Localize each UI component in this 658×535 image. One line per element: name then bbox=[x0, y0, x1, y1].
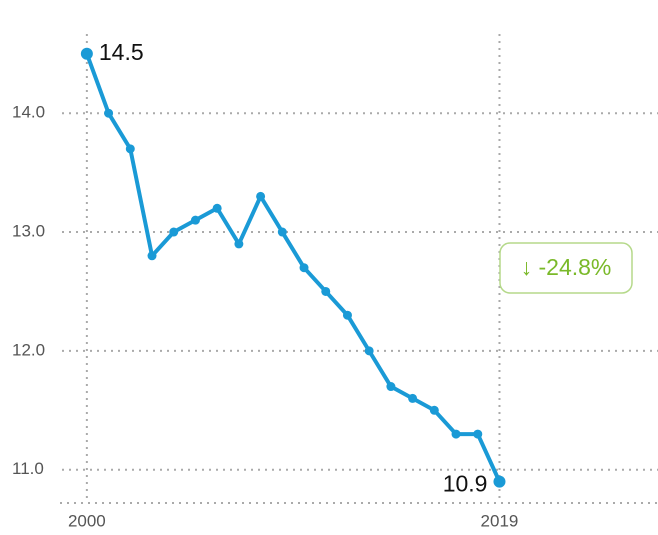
point bbox=[256, 191, 266, 201]
point bbox=[212, 203, 222, 213]
point bbox=[80, 47, 93, 60]
y-tick-label: 13.0 bbox=[12, 222, 45, 241]
point bbox=[408, 393, 418, 403]
y-tick-label: 11.0 bbox=[12, 459, 44, 478]
point bbox=[451, 429, 461, 439]
point bbox=[321, 286, 331, 296]
point bbox=[429, 405, 439, 415]
point bbox=[104, 108, 114, 118]
y-tick-label: 14.0 bbox=[12, 103, 45, 122]
point bbox=[386, 382, 396, 392]
point bbox=[493, 475, 506, 488]
annotation: ↓ -24.8% bbox=[521, 254, 612, 280]
data-label: 14.5 bbox=[99, 39, 144, 65]
line bbox=[84, 53, 502, 483]
point bbox=[342, 310, 352, 320]
data-label: 10.9 bbox=[443, 471, 488, 497]
point bbox=[147, 251, 157, 261]
annotation-box bbox=[499, 242, 633, 294]
point bbox=[234, 239, 244, 249]
point bbox=[299, 263, 309, 273]
point bbox=[169, 227, 179, 237]
point bbox=[190, 215, 200, 225]
point bbox=[277, 227, 287, 237]
point bbox=[364, 346, 374, 356]
point bbox=[473, 429, 483, 439]
x-tick-label: 2000 bbox=[68, 511, 106, 530]
point bbox=[125, 144, 135, 154]
y-tick-label: 12.0 bbox=[12, 340, 45, 359]
x-tick-label: 2019 bbox=[481, 511, 519, 530]
